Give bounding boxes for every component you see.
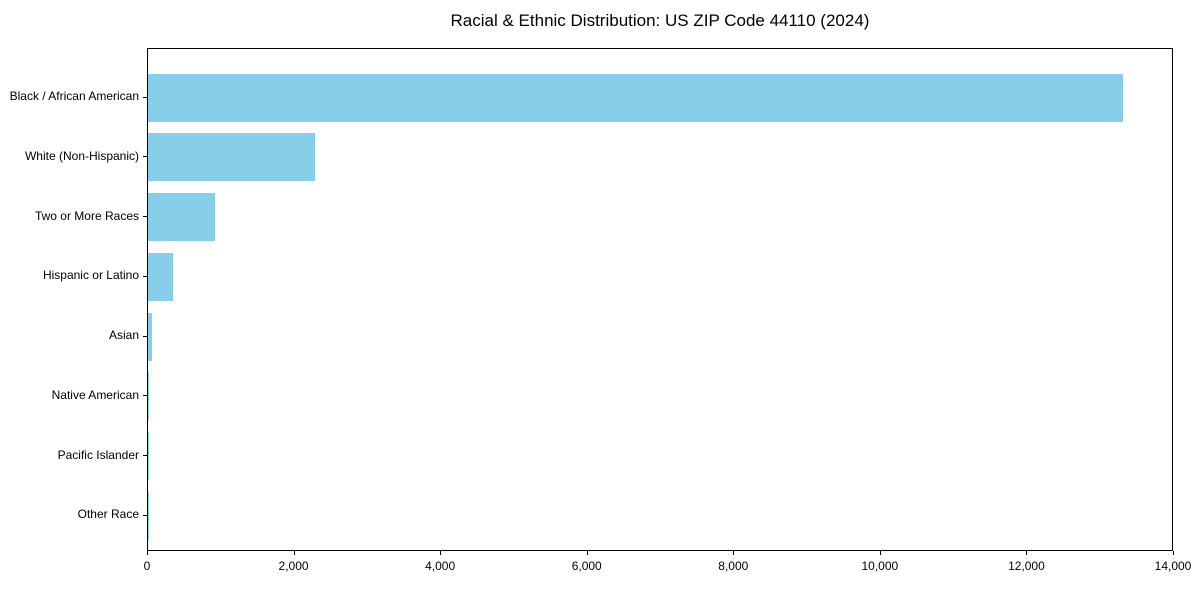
y-axis-tick bbox=[143, 275, 147, 277]
x-axis-tick bbox=[147, 551, 148, 555]
y-axis-label-black-african-american: Black / African American bbox=[9, 89, 139, 103]
y-axis-label-hispanic-or-latino: Hispanic or Latino bbox=[42, 268, 139, 283]
y-axis-tick bbox=[143, 156, 147, 158]
plot-area bbox=[147, 48, 1173, 551]
bar-two-or-more-races bbox=[148, 193, 215, 242]
x-axis-tick-label: 10,000 bbox=[861, 559, 899, 573]
x-axis-tick-label: 0 bbox=[143, 559, 151, 573]
x-axis-tick bbox=[586, 551, 588, 555]
y-axis-tick bbox=[143, 455, 147, 457]
x-axis-tick bbox=[1026, 551, 1028, 555]
y-axis-tick bbox=[143, 395, 147, 397]
x-axis-tick bbox=[879, 551, 881, 555]
y-axis-label-asian: Asian bbox=[108, 328, 139, 343]
x-axis-tick-label: 14,000 bbox=[1154, 559, 1192, 573]
y-axis-tick bbox=[143, 514, 147, 516]
bar-native-american bbox=[148, 372, 150, 421]
bar-white-non-hispanic bbox=[148, 133, 315, 182]
y-axis-label-pacific-islander: Pacific Islander bbox=[57, 447, 139, 462]
y-axis-tick bbox=[143, 216, 147, 218]
x-axis-tick-label: 2,000 bbox=[278, 559, 309, 573]
y-axis-tick bbox=[143, 335, 147, 337]
bar-asian bbox=[148, 312, 153, 361]
chart-title: Racial & Ethnic Distribution: US ZIP Cod… bbox=[450, 11, 870, 30]
x-axis-tick bbox=[293, 551, 295, 555]
x-axis-tick bbox=[1173, 551, 1174, 555]
y-axis-label-two-or-more-races: Two or More Races bbox=[34, 208, 139, 223]
y-axis-tick bbox=[143, 96, 147, 98]
x-axis-tick bbox=[440, 551, 442, 555]
y-axis-label-other-race: Other Race bbox=[77, 507, 139, 522]
y-axis-label-white-non-hispanic: White (Non-Hispanic) bbox=[24, 148, 139, 163]
x-axis-tick-label: 4,000 bbox=[425, 559, 456, 573]
y-axis-label-native-american: Native American bbox=[51, 387, 139, 402]
x-axis-tick-label: 8,000 bbox=[718, 559, 749, 573]
x-axis-tick bbox=[733, 551, 735, 555]
bar-hispanic-or-latino bbox=[148, 252, 173, 301]
bar-black-african-american bbox=[148, 73, 1123, 122]
x-axis-tick-label: 6,000 bbox=[571, 559, 602, 573]
x-axis-tick-label: 12,000 bbox=[1008, 559, 1045, 573]
